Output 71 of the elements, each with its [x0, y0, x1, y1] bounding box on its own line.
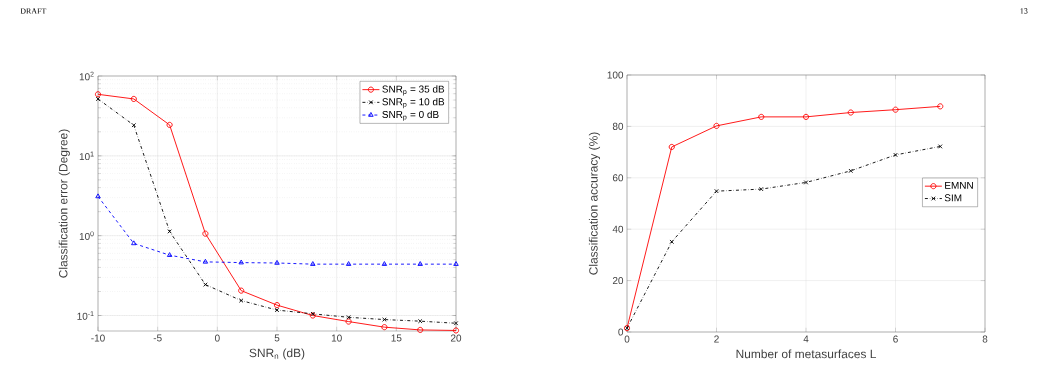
legend-label: EMNN [945, 181, 973, 189]
legend-label: SNR$_{p}$ = 0 dB [382, 110, 439, 121]
point [893, 152, 898, 158]
point [669, 239, 675, 245]
point [453, 320, 459, 326]
y-tick-label: 80 [612, 122, 624, 130]
x-tick-label: 5 [274, 334, 280, 342]
x-tick-label: -5 [153, 334, 162, 342]
point [714, 188, 719, 194]
x-tick-label: 10 [331, 334, 342, 342]
point [848, 168, 854, 174]
y-tick-label: 20 [612, 277, 624, 285]
x-tick-label: 2 [714, 335, 719, 343]
point [166, 121, 173, 128]
x-tick-label: -10 [91, 334, 105, 342]
point [203, 282, 208, 287]
y-tick-label: 10$^{1}$ [79, 151, 94, 161]
point [758, 186, 764, 192]
x-tick-label: 6 [893, 335, 898, 343]
x-tick-label: 4 [803, 335, 809, 343]
point [95, 193, 101, 199]
point [417, 326, 424, 333]
point [381, 324, 388, 331]
y-tick-label: 100 [607, 71, 624, 79]
point [238, 287, 245, 294]
point [758, 113, 765, 120]
point [381, 261, 388, 266]
point [202, 258, 209, 264]
point [345, 261, 352, 266]
point [238, 298, 244, 303]
point [346, 315, 351, 320]
y-tick-label: 10$^{0}$ [79, 231, 94, 240]
point [937, 144, 943, 149]
legend-label: SIM [944, 194, 962, 202]
legend-label: SNR$_{p}$ = 10 dB [382, 97, 445, 109]
point [668, 143, 675, 150]
y-tick-label: 10$^{-1}$ [77, 311, 94, 320]
point [130, 95, 137, 102]
point [131, 122, 137, 128]
point [167, 229, 172, 234]
y-tick-label: 10$^{2}$ [79, 71, 94, 81]
y-axis-title: Classification accuracy (%) [588, 132, 601, 275]
point [453, 261, 459, 266]
point [274, 259, 280, 265]
y-tick-label: 40 [612, 225, 624, 233]
legend-label: SNR$_{p}$ = 35 dB [382, 85, 445, 96]
point [417, 318, 423, 324]
y-tick-label: 60 [612, 174, 624, 182]
point [166, 252, 173, 257]
y-tick-label: 0 [618, 328, 624, 336]
point [802, 113, 810, 120]
point [131, 240, 137, 246]
x-tick-label: 8 [982, 335, 988, 343]
point [847, 109, 854, 116]
y-axis-title: Classification error (Degree) [58, 129, 70, 278]
x-tick-label: 20 [450, 334, 462, 342]
x-axis-title: Number of metasurfaces L [736, 349, 877, 359]
x-tick-label: 15 [391, 334, 402, 342]
x-tick-label: 0 [214, 334, 220, 342]
point [713, 122, 720, 129]
point [382, 317, 387, 322]
point [310, 261, 316, 266]
point [803, 180, 809, 185]
x-tick-label: 0 [624, 335, 630, 343]
point [892, 106, 899, 113]
x-axis-title: SNR$_{n}$ (dB) [249, 348, 305, 360]
point [417, 261, 423, 266]
point [273, 302, 281, 309]
point [238, 259, 244, 265]
point [345, 318, 352, 325]
point [202, 230, 209, 237]
